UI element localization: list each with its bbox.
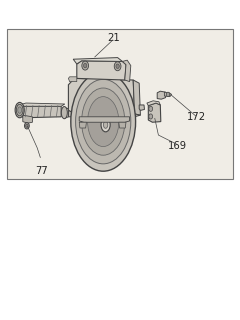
Polygon shape	[119, 122, 126, 128]
Polygon shape	[19, 105, 61, 118]
Ellipse shape	[15, 102, 24, 118]
Ellipse shape	[101, 118, 110, 132]
Polygon shape	[68, 78, 134, 114]
Circle shape	[26, 124, 28, 127]
Polygon shape	[68, 110, 140, 117]
Circle shape	[149, 106, 153, 111]
Polygon shape	[64, 107, 68, 118]
Text: 172: 172	[187, 112, 206, 122]
Circle shape	[149, 114, 153, 119]
Ellipse shape	[71, 72, 136, 171]
Ellipse shape	[18, 107, 22, 113]
Text: NSS: NSS	[90, 62, 109, 72]
Polygon shape	[122, 60, 131, 82]
Text: 77: 77	[36, 166, 48, 176]
Ellipse shape	[61, 107, 67, 119]
Polygon shape	[23, 115, 32, 123]
Polygon shape	[133, 80, 140, 115]
Circle shape	[166, 92, 170, 97]
Circle shape	[82, 61, 89, 70]
Polygon shape	[139, 105, 144, 110]
Polygon shape	[164, 92, 172, 97]
Polygon shape	[79, 122, 86, 128]
Polygon shape	[147, 101, 160, 106]
Circle shape	[84, 63, 87, 68]
Polygon shape	[19, 103, 65, 106]
Ellipse shape	[88, 97, 119, 147]
Polygon shape	[79, 117, 130, 122]
Ellipse shape	[76, 79, 131, 164]
Polygon shape	[73, 58, 122, 64]
Ellipse shape	[103, 121, 108, 128]
Circle shape	[116, 64, 119, 68]
Text: 169: 169	[168, 140, 187, 151]
Polygon shape	[157, 91, 166, 99]
Polygon shape	[68, 77, 77, 82]
Bar	[7, 29, 233, 179]
Polygon shape	[77, 61, 126, 80]
Circle shape	[24, 123, 29, 129]
Ellipse shape	[16, 104, 23, 116]
Text: 22: 22	[19, 104, 32, 114]
Ellipse shape	[82, 88, 125, 155]
Circle shape	[114, 62, 121, 71]
Polygon shape	[148, 103, 161, 122]
Text: 21: 21	[108, 33, 120, 44]
